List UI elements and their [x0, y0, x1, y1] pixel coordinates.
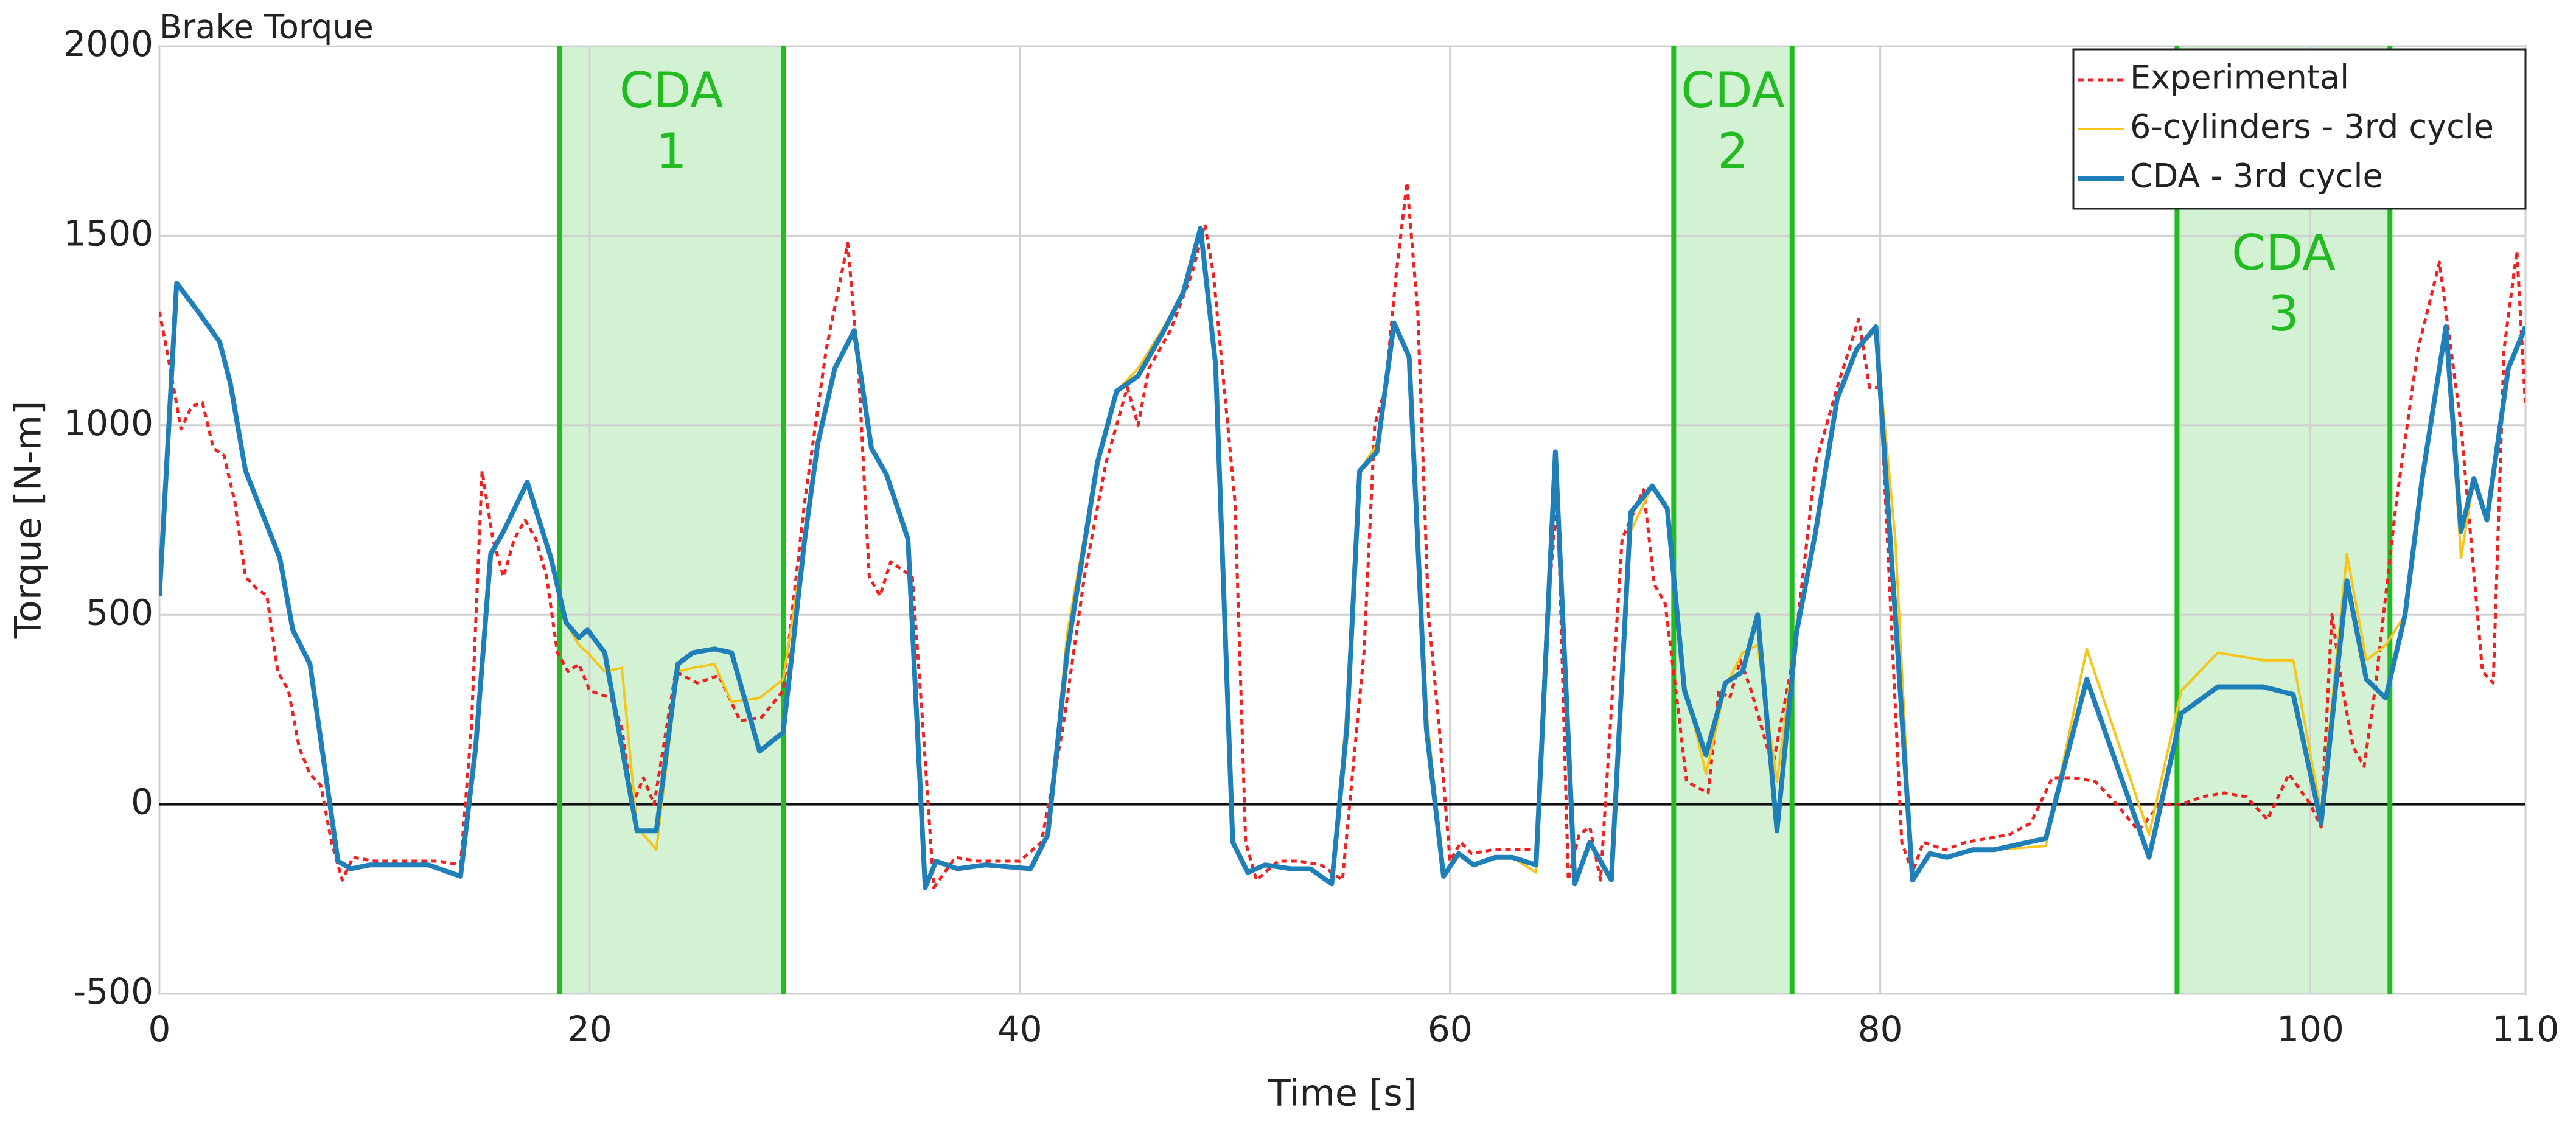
x-tick-label: 20 — [567, 1008, 612, 1050]
y-tick-label: 2000 — [63, 23, 153, 65]
region-label: CDA — [620, 62, 724, 119]
y-tick-label: -500 — [73, 971, 153, 1012]
region-label: CDA — [1681, 62, 1785, 119]
x-axis-label: Time [s] — [1268, 1072, 1417, 1115]
chart-title: Brake Torque — [159, 8, 374, 46]
x-tick-label: 60 — [1428, 1008, 1473, 1050]
series-line — [159, 225, 2525, 890]
region-label: 1 — [656, 123, 687, 180]
y-tick-label: 1000 — [63, 402, 153, 444]
region-fill — [1674, 46, 1792, 994]
x-tick-label: 80 — [1858, 1008, 1903, 1050]
legend-label: CDA - 3rd cycle — [2130, 157, 2383, 195]
y-tick-label: 0 — [131, 781, 153, 823]
x-tick-label: 0 — [148, 1008, 171, 1050]
legend-label: Experimental — [2130, 58, 2349, 97]
legend-box — [2072, 48, 2527, 210]
y-axis-label: Torque [N-m] — [7, 401, 50, 640]
x-tick-label: 110 — [2492, 1008, 2560, 1050]
region-label: 2 — [1717, 123, 1748, 180]
y-tick-label: 1500 — [63, 213, 153, 254]
region-label: CDA — [2232, 225, 2336, 281]
region-label: 3 — [2268, 285, 2299, 342]
legend-label: 6-cylinders - 3rd cycle — [2130, 108, 2494, 146]
region-fill — [559, 46, 784, 994]
x-tick-label: 100 — [2277, 1008, 2344, 1050]
y-tick-label: 500 — [86, 592, 153, 633]
series-line — [159, 181, 2525, 890]
x-tick-label: 40 — [997, 1008, 1042, 1050]
